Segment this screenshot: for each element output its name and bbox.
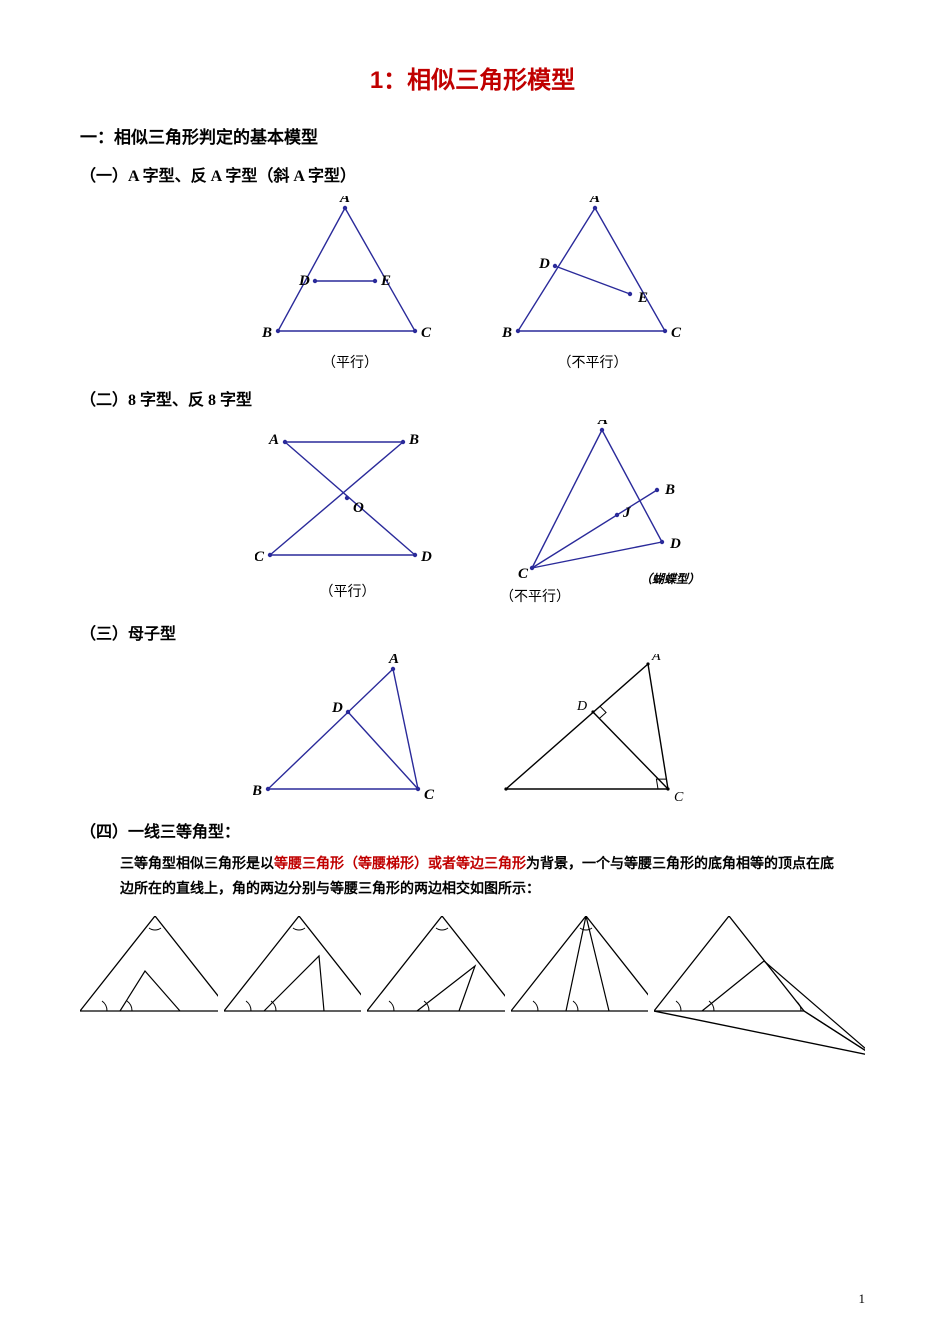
subsection-3: （三）母子型 [80, 620, 865, 644]
page-number: 1 [859, 1291, 866, 1307]
svg-text:D: D [331, 700, 343, 716]
svg-text:C: C [671, 325, 682, 341]
diagram-row-3: A B C D A C D [80, 654, 865, 804]
subsection-2: （二）8 字型、反 8 字型 [80, 386, 865, 410]
svg-text:J: J [622, 505, 631, 521]
svg-text:B: B [253, 783, 262, 799]
svg-text:A: A [388, 654, 399, 667]
mother-child-2: A C D [498, 654, 693, 804]
caption-parallel-1: （平行） [322, 352, 378, 372]
diagram-1a: A B C D E （平行） [260, 196, 440, 372]
three-angle-tri-2 [224, 916, 362, 1056]
diagram-2b: ABJCD （不平行） （蝴蝶型） [500, 420, 690, 606]
caption-notparallel-2: （不平行） [500, 586, 570, 606]
diagram-row-five [80, 916, 865, 1056]
diagram-row-1: A B C D E （平行） A B C D E （不平行） [80, 196, 865, 372]
svg-text:B: B [501, 325, 512, 341]
svg-text:E: E [380, 273, 391, 289]
svg-text:E: E [637, 290, 648, 306]
svg-text:C: C [518, 566, 529, 580]
diagram-3b: A C D [498, 654, 693, 804]
svg-text:C: C [255, 549, 265, 565]
para-text-red: 等腰三角形（等腰梯形）或者等边三角形 [274, 857, 526, 872]
triangle-a-parallel: A B C D E [260, 196, 440, 346]
three-angle-tri-4 [511, 916, 649, 1056]
page-title: 1：相似三角形模型 [80, 60, 865, 95]
svg-text:B: B [261, 325, 272, 341]
diagram-1b: A B C D E （不平行） [500, 196, 685, 372]
three-angle-tri-1 [80, 916, 218, 1056]
caption-notparallel-1: （不平行） [558, 352, 628, 372]
para-text-pre: 三等角型相似三角形是以 [120, 857, 274, 872]
svg-text:D: D [538, 256, 550, 272]
svg-text:D: D [669, 536, 681, 552]
mother-child-1: A B C D [253, 654, 438, 804]
document-page: 1：相似三角形模型 一：相似三角形判定的基本模型 （一）A 字型、反 A 字型（… [0, 0, 945, 1337]
eight-shape: A B O C D [255, 420, 440, 575]
svg-text:B: B [408, 432, 419, 448]
svg-text:D: D [576, 699, 587, 714]
diagram-row-2: A B O C D （平行） A B J C D （不平行） （蝴蝶型） [80, 420, 865, 606]
svg-text:B: B [664, 482, 675, 498]
caption-parallel-2: （平行） [319, 581, 375, 601]
svg-text:A: A [268, 432, 279, 448]
svg-text:A: A [339, 196, 350, 206]
svg-text:O: O [353, 500, 364, 516]
subsection-1: （一）A 字型、反 A 字型（斜 A 字型） [80, 162, 865, 186]
svg-text:A: A [597, 420, 608, 428]
svg-text:C: C [424, 787, 435, 803]
three-angle-tri-3 [367, 916, 505, 1056]
triangle-a-skew: A B C D E [500, 196, 685, 346]
svg-text:A: A [651, 654, 661, 664]
three-angle-tri-5 [654, 916, 865, 1056]
eight-shape-skew: A B J C D [502, 420, 687, 580]
diagram-2a: A B O C D （平行） [255, 420, 440, 601]
svg-text:C: C [674, 790, 684, 804]
svg-text:C: C [421, 325, 432, 341]
diagram-3a: A B C D [253, 654, 438, 804]
svg-text:D: D [420, 549, 432, 565]
caption-butterfly: （蝴蝶型） [640, 570, 700, 587]
section-heading-1: 一：相似三角形判定的基本模型 [80, 123, 865, 148]
paragraph-4: 三等角型相似三角形是以等腰三角形（等腰梯形）或者等边三角形为背景，一个与等腰三角… [120, 852, 845, 902]
svg-text:A: A [589, 196, 600, 206]
subsection-4: （四）一线三等角型： [80, 818, 865, 842]
svg-text:D: D [298, 273, 310, 289]
